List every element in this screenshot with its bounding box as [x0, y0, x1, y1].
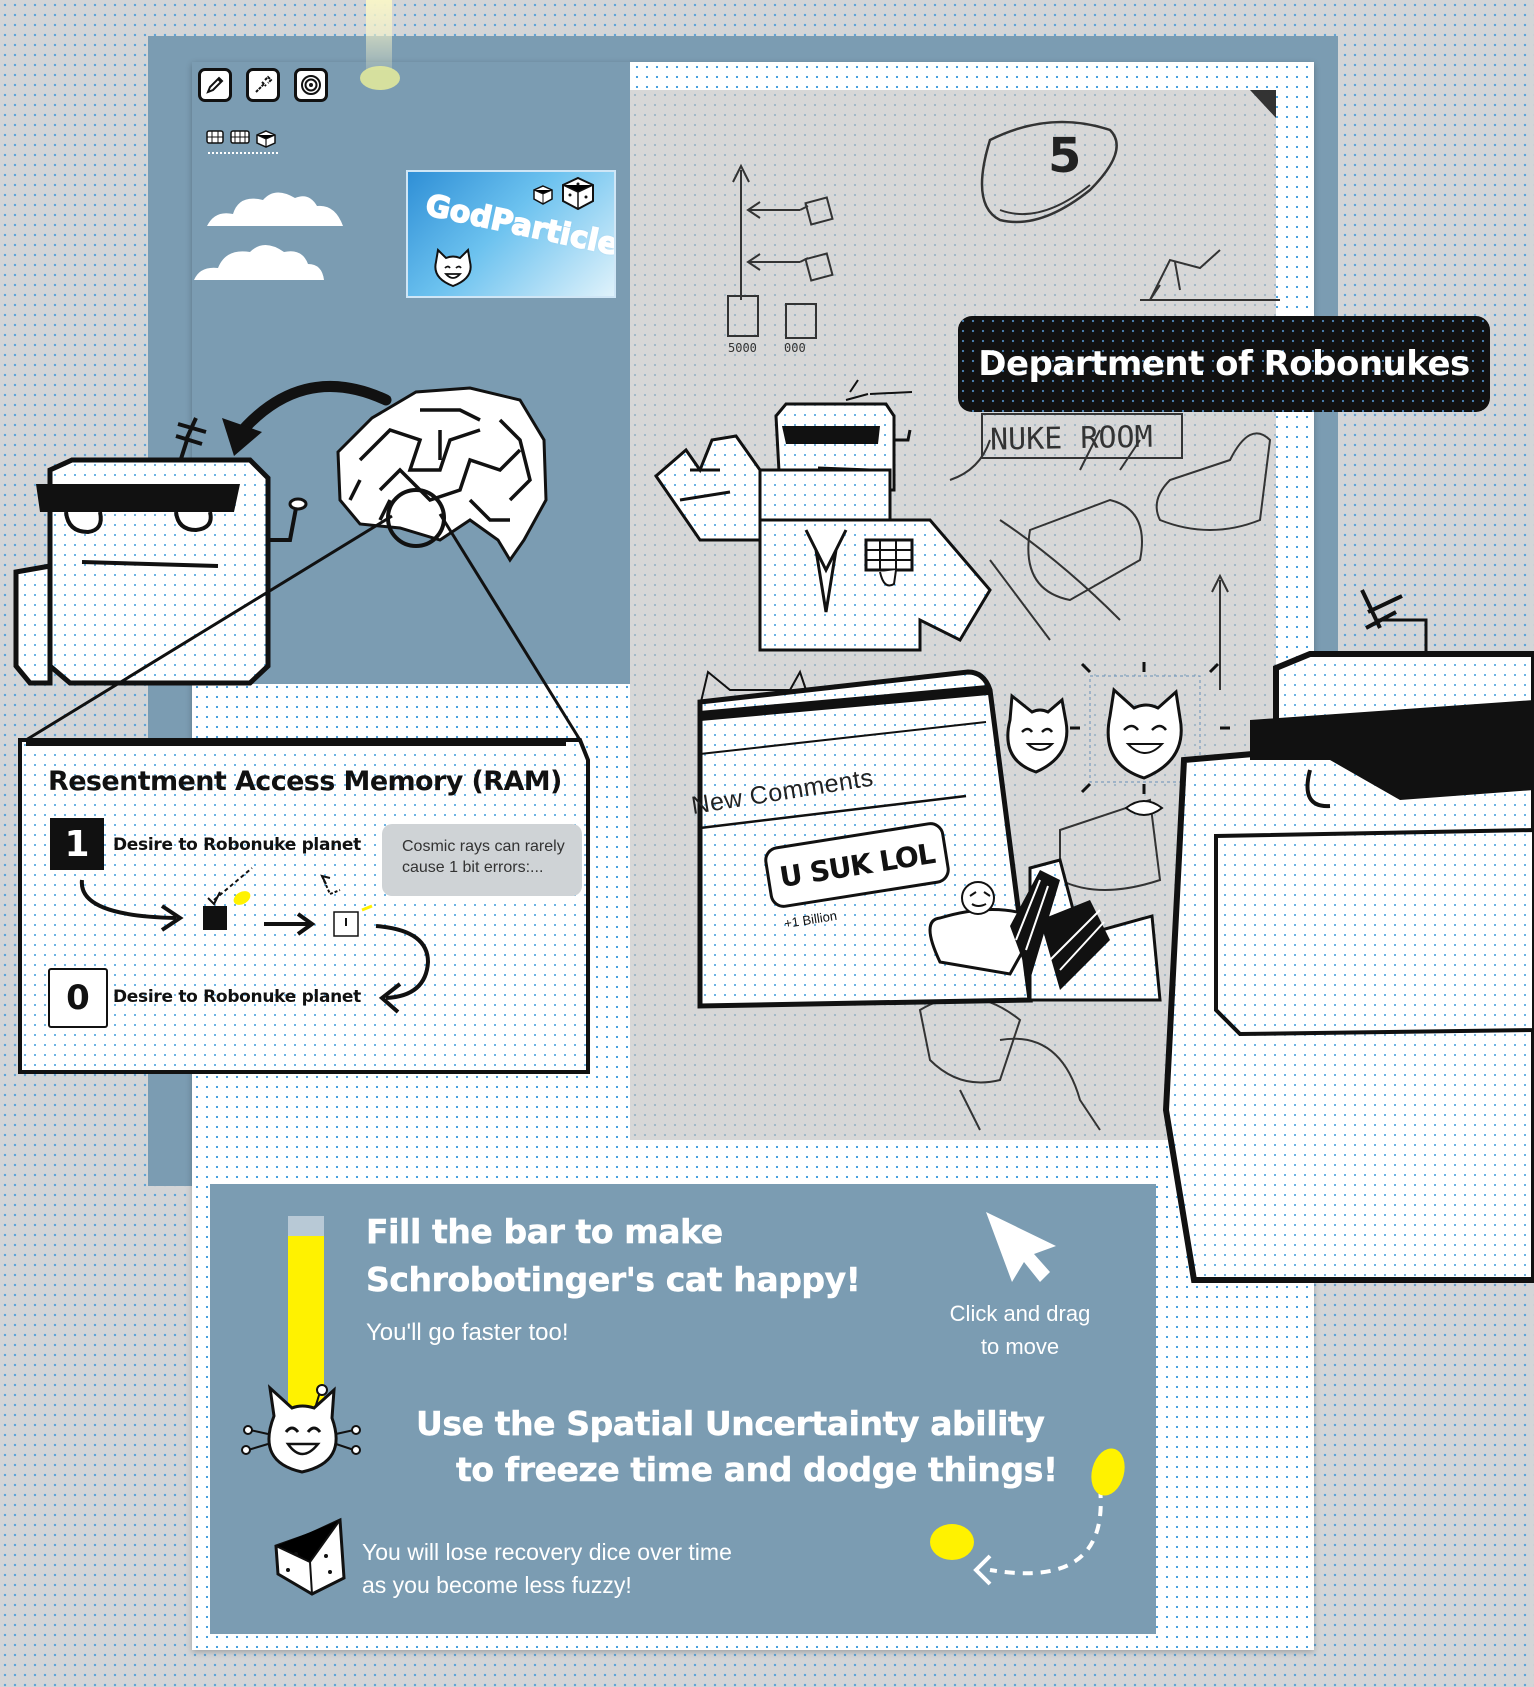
small-dice-icon — [533, 185, 553, 205]
cube-icon[interactable] — [256, 130, 276, 148]
robot-right — [1162, 589, 1534, 1283]
cat-face-icon — [434, 248, 472, 288]
spatial-heading-1: Use the Spatial Uncertainty ability — [416, 1404, 1045, 1444]
ram-title: Resentment Access Memory (RAM) — [48, 766, 562, 797]
toolbar — [198, 68, 328, 102]
department-title: Department of Robonukes — [958, 316, 1490, 412]
fill-bar-heading-2: Schrobotinger's cat happy! — [366, 1260, 861, 1300]
portal-icon[interactable] — [294, 68, 328, 102]
godparticle-card[interactable]: GodParticle — [406, 170, 616, 298]
cloud-bottom — [194, 245, 324, 280]
fill-bar-subtext: You'll go faster too! — [366, 1319, 569, 1346]
dice-hint-1: You will lose recovery dice over time — [362, 1539, 732, 1565]
happiness-bar-track — [288, 1216, 324, 1412]
spotlight — [366, 0, 392, 70]
bit-zero-label: Desire to Robonuke planet — [113, 987, 361, 1007]
tutorial-panel — [210, 1184, 1156, 1634]
drag-hint-2: to move — [980, 1334, 1060, 1359]
tip-line2: cause 1 bit errors:... — [402, 859, 544, 876]
grid-medium-icon[interactable] — [230, 130, 250, 144]
robot-left — [13, 417, 308, 686]
pen-icon[interactable] — [198, 68, 232, 102]
bit-one-label: Desire to Robonuke planet — [113, 835, 361, 855]
spotlight-glow — [360, 66, 400, 90]
recovery-dice-icon — [274, 1517, 346, 1596]
tip-line1: Cosmic rays can rarely — [402, 838, 565, 855]
pencil-sketches — [727, 120, 1280, 1131]
sketch-five: 5 — [1048, 128, 1081, 184]
drag-hint-1: Click and drag — [949, 1301, 1091, 1326]
fill-bar-heading-1: Fill the bar to make — [366, 1212, 724, 1252]
spatial-heading-2: to freeze time and dodge things! — [456, 1450, 1059, 1490]
eyedropper-icon[interactable] — [246, 68, 280, 102]
cursor-icon — [986, 1212, 1056, 1282]
sketch-score-b: 000 — [784, 341, 806, 355]
brain-maze — [336, 386, 548, 563]
nuke-room-sign: NUKE ROOM — [990, 420, 1153, 458]
cloud-top — [207, 192, 343, 226]
schrobotinger-cat-icon — [241, 1384, 361, 1474]
bit-zero: 0 — [48, 968, 108, 1028]
sketch-cats — [1006, 662, 1230, 816]
bit-one: 1 — [50, 818, 104, 870]
grid-small-icon[interactable] — [206, 130, 224, 144]
happiness-bar-fill — [288, 1235, 324, 1412]
mini-icon-dots — [208, 152, 278, 158]
dice-hint-2: as you become less fuzzy! — [362, 1572, 632, 1598]
cosmic-ray-tip: Cosmic rays can rarely cause 1 bit error… — [382, 824, 582, 896]
mini-icon-row — [206, 130, 276, 148]
robot-suit — [654, 379, 992, 652]
sketch-score-a: 5000 — [728, 341, 757, 355]
large-dice-icon — [562, 176, 594, 211]
